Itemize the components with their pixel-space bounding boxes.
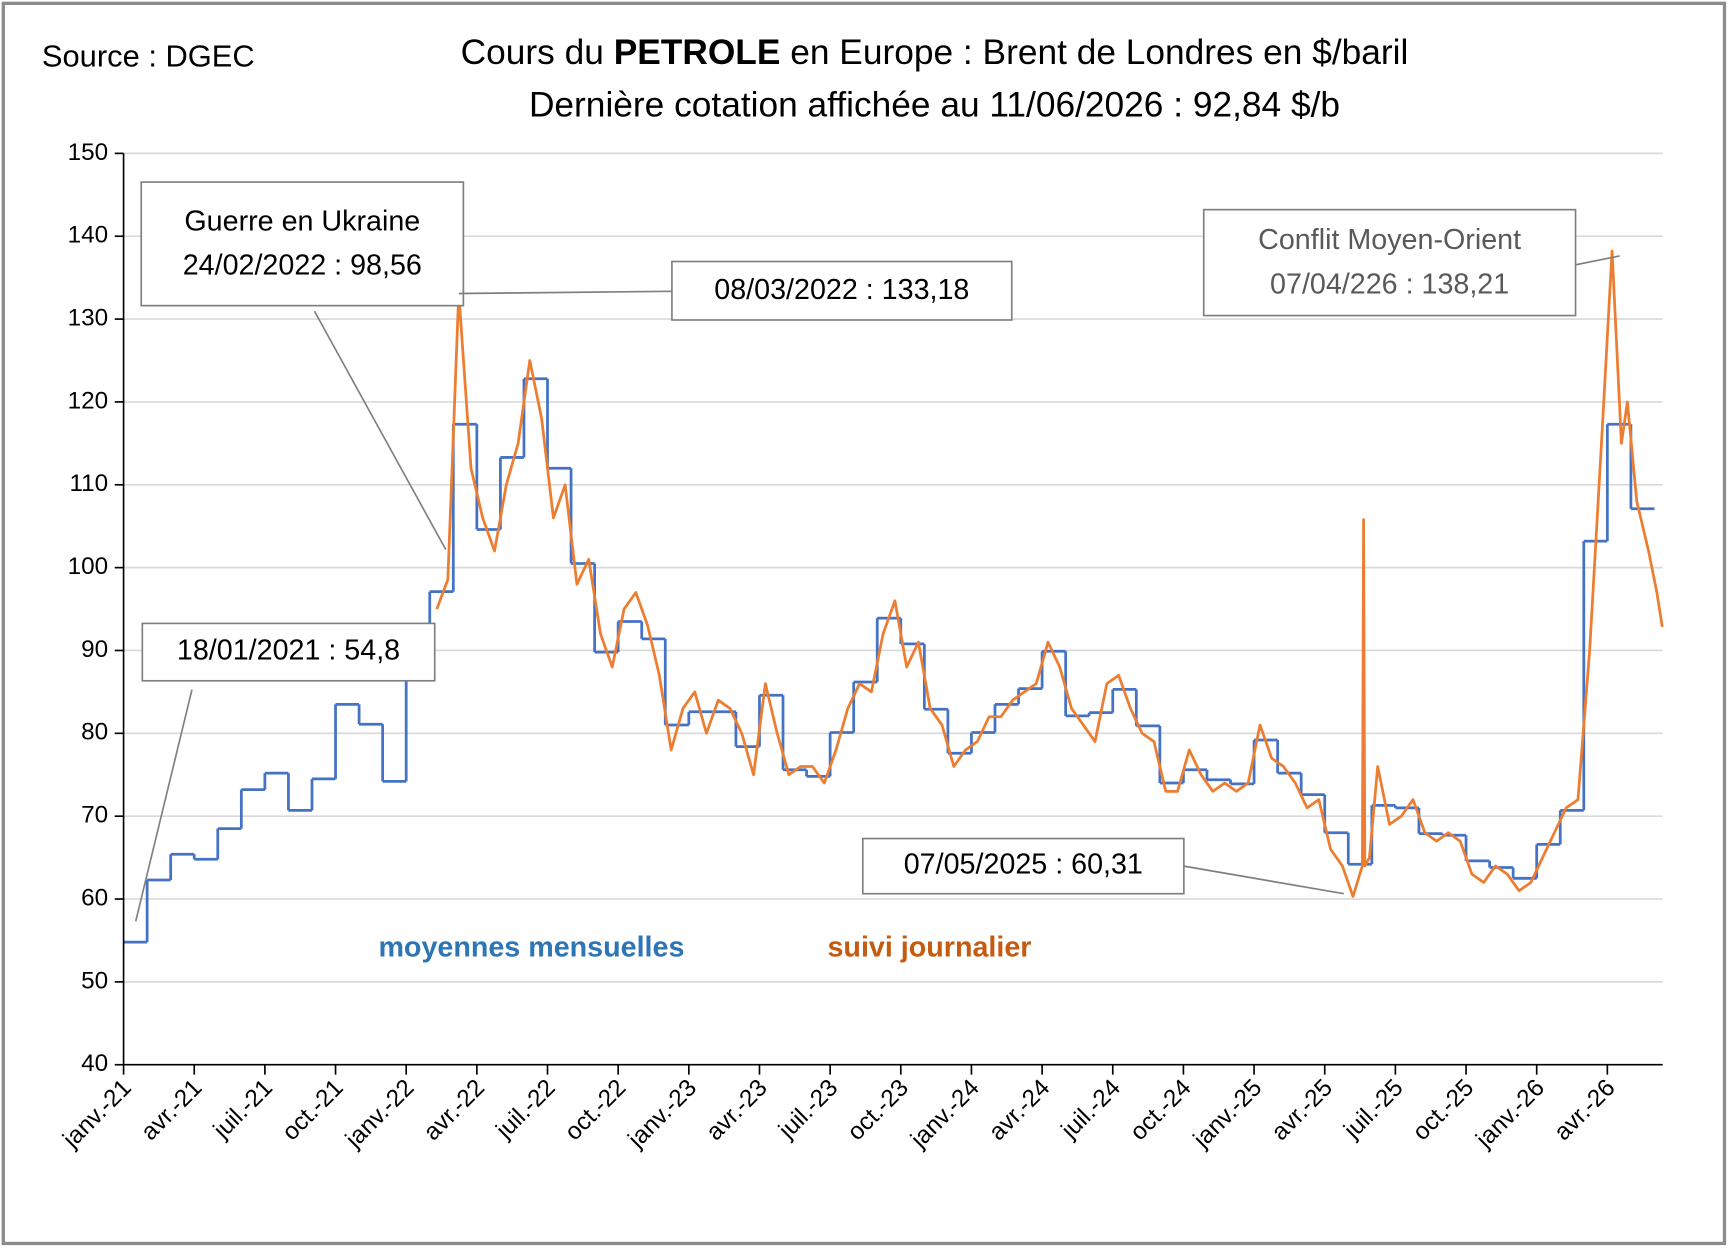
annotation-text: 18/01/2021 : 54,8 (177, 635, 400, 667)
annotations: Guerre en Ukraine 24/02/2022 : 98,56 08/03… (134, 181, 1620, 922)
y-tick-label: 120 (68, 387, 109, 414)
annotation-text: 07/04/226 : 138,21 (1270, 268, 1509, 300)
annotation-leader (1575, 255, 1620, 266)
annotation-text: 07/05/2025 : 60,31 (904, 849, 1143, 881)
y-tick-label: 40 (81, 1050, 108, 1077)
y-tick-label: 70 (81, 802, 108, 829)
annotation-box (1202, 208, 1577, 317)
title-part: PETROLE (614, 34, 781, 73)
y-tick-label: 80 (81, 719, 108, 746)
title-part: Cours du (461, 34, 604, 73)
legend-label: moyennes mensuelles (378, 931, 684, 963)
plot (123, 249, 1664, 944)
annotation-box (671, 260, 1013, 321)
annotation-leader (1183, 865, 1344, 895)
legend-label: suivi journalier (827, 931, 1031, 963)
annotation-box (141, 622, 436, 682)
annotation-text: Guerre en Ukraine (184, 205, 420, 237)
annotation-leader (458, 290, 672, 295)
chart-subtitle: Dernière cotation affichée au 11/06/2026… (529, 85, 1340, 124)
y-tick-label: 60 (81, 884, 108, 911)
y-tick-label: 140 (68, 222, 109, 249)
annotation-leader (134, 689, 193, 922)
annotation-box (140, 181, 465, 307)
annotation-text: 24/02/2022 : 98,56 (183, 250, 422, 282)
title-part: en Europe : Brent de Londres en $/baril (790, 34, 1408, 73)
annotation-box (861, 837, 1185, 895)
annotation-text: Conflit Moyen-Orient (1258, 224, 1521, 256)
daily-line (435, 249, 1664, 898)
y-tick-label: 150 (68, 139, 109, 166)
annotation-text: 08/03/2022 : 133,18 (714, 274, 969, 306)
y-tick-label: 130 (68, 304, 109, 331)
y-tick-label: 90 (81, 636, 108, 663)
y-tick-label: 50 (81, 967, 108, 994)
y-tick-label: 110 (69, 470, 108, 497)
source: Source : DGEC (42, 39, 255, 74)
annotation-leader (313, 310, 447, 550)
y-tick-label: 100 (68, 553, 109, 580)
chart-title: Cours du PETROLE en Europe : Brent de Lo… (461, 34, 1409, 73)
